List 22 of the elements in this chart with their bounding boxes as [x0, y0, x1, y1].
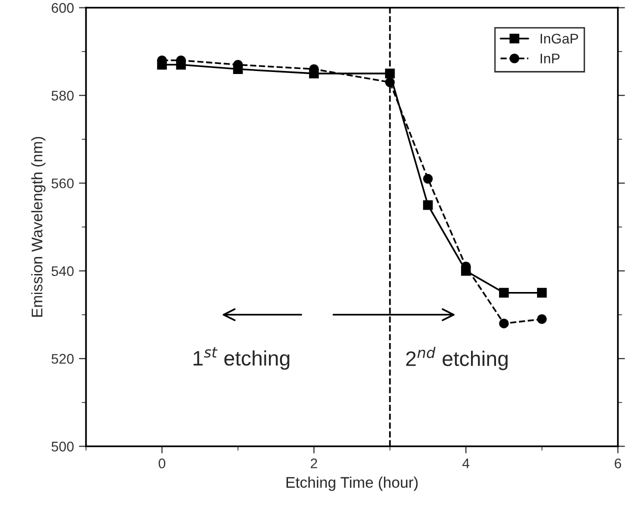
y-tick-label: 500	[52, 442, 74, 452]
annotation: 1$^{st}$ etching	[194, 347, 290, 370]
x-tick-label: 2	[310, 458, 318, 468]
x-axis-title: Etching Time (hour)	[286, 476, 418, 491]
y-tick-label: 580	[52, 90, 74, 101]
point	[499, 318, 509, 328]
point	[423, 200, 433, 210]
x-tick-label: 4	[462, 458, 470, 468]
x-tick-label: 6	[614, 458, 622, 468]
point	[537, 288, 547, 298]
y-tick-label: 600	[52, 3, 74, 13]
legend-label: InP	[540, 54, 560, 64]
annotation: 2$^{nd}$ etching	[406, 346, 508, 370]
y-tick-label: 540	[52, 266, 74, 276]
y-tick-label: 520	[52, 354, 74, 364]
legend-label: InGaP	[540, 34, 578, 44]
point	[499, 288, 509, 298]
x-tick-label: 0	[158, 458, 166, 468]
y-tick-label: 560	[52, 178, 74, 188]
y-axis-title: Emission Wavelength (nm)	[31, 136, 46, 317]
point	[537, 314, 547, 324]
point	[423, 174, 433, 184]
